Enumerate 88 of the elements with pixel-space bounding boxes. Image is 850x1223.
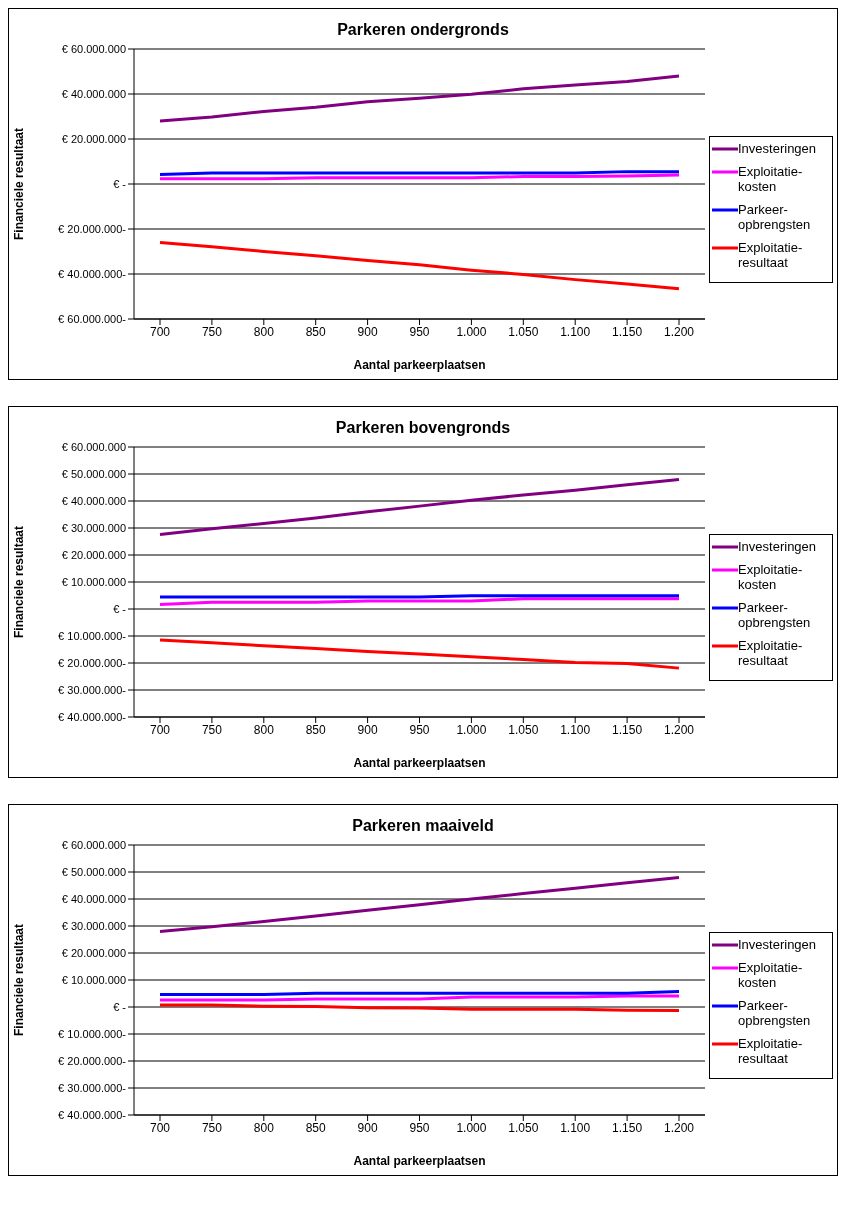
x-tick-label: 800 [253, 324, 275, 339]
x-tick-label: 1.050 [508, 722, 539, 737]
x-tick-label: 1.150 [612, 1120, 643, 1135]
legend-label: Parkeer-opbrengsten [738, 201, 811, 232]
x-tick-label: 1.000 [456, 1120, 487, 1135]
x-tick-label: 1.050 [508, 324, 539, 339]
legend-label: Exploitatie-resultaat [738, 239, 803, 270]
x-tick-label: 1.200 [663, 324, 695, 339]
chart-title: Parkeren bovengronds [334, 419, 512, 437]
line-series [158, 477, 681, 536]
y-tick-label: € 20.000.000 [61, 548, 126, 561]
x-tick-label: 850 [305, 722, 327, 737]
y-tick-label: € 30.000.000 [61, 919, 126, 932]
x-tick-label: 1.150 [612, 722, 643, 737]
line-series [158, 74, 681, 123]
x-tick-label: 1.150 [612, 324, 643, 339]
y-tick-label: € 20.000.000- [58, 1054, 127, 1067]
text: Exploitatie-kosten [738, 959, 803, 990]
x-tick-label: 900 [357, 324, 378, 339]
y-axis-title: Financiele resultaat [12, 525, 27, 639]
chart-title: Parkeren maaiveld [351, 817, 495, 835]
legend-label: Parkeer-opbrengsten [738, 599, 811, 630]
x-tick-label: 750 [201, 1120, 223, 1135]
y-tick-label: € 40.000.000 [61, 494, 126, 507]
y-tick-label: € 20.000.000 [61, 132, 126, 145]
y-tick-label: € 40.000.000- [58, 710, 127, 723]
x-tick-label: 1.200 [663, 1120, 695, 1135]
x-tick-label: 700 [149, 324, 171, 339]
y-tick-label: € 50.000.000 [61, 865, 126, 878]
text: Exploitatie-kosten [738, 561, 803, 592]
x-tick-label: 1.100 [560, 722, 591, 737]
y-tick-label: € 40.000.000- [58, 1108, 127, 1121]
y-tick-label: € 40.000.000 [61, 87, 126, 100]
y-tick-label: € 10.000.000 [61, 973, 126, 986]
y-tick-label: € 60.000.000 [61, 42, 126, 55]
x-tick-label: 700 [149, 1120, 171, 1135]
line-series [158, 638, 681, 670]
x-tick-label: 1.100 [560, 324, 591, 339]
x-tick-label: 1.000 [456, 722, 487, 737]
x-tick-label: 800 [253, 722, 275, 737]
legend-label: Investeringen [738, 140, 817, 156]
x-axis-title: Aantal parkeerplaatsen [353, 1154, 486, 1168]
y-axis-title: Financiele resultaat [12, 923, 27, 1037]
x-tick-label: 950 [409, 1120, 430, 1135]
legend-label: Parkeer-opbrengsten [738, 997, 811, 1028]
chart-title: Parkeren ondergronds [336, 21, 510, 39]
x-tick-label: 900 [357, 722, 378, 737]
y-tick-label: € 50.000.000 [61, 467, 126, 480]
y-tick-label: € 20.000.000- [58, 222, 127, 235]
y-tick-label: € 10.000.000- [58, 1027, 127, 1040]
y-tick-label: € 10.000.000 [61, 575, 126, 588]
y-tick-label: € 30.000.000 [61, 521, 126, 534]
x-tick-label: 1.000 [456, 324, 487, 339]
y-tick-label: € 10.000.000- [58, 629, 127, 642]
x-axis-title: Aantal parkeerplaatsen [353, 358, 486, 372]
x-tick-label: 1.200 [663, 722, 695, 737]
y-tick-label: € 30.000.000- [58, 683, 127, 696]
y-tick-label: € 40.000.000- [58, 267, 127, 280]
line-series [158, 875, 681, 933]
y-tick-label: € 60.000.000 [61, 838, 126, 851]
x-tick-label: 900 [357, 1120, 378, 1135]
y-axis-title: Financiele resultaat [12, 127, 27, 241]
y-tick-label: € 40.000.000 [61, 892, 126, 905]
legend-label: Exploitatie-resultaat [738, 637, 803, 668]
line-series [158, 241, 681, 291]
text: Exploitatie-kosten [738, 163, 803, 194]
legend-label: Investeringen [738, 936, 817, 952]
x-tick-label: 850 [305, 1120, 327, 1135]
x-tick-label: 700 [149, 722, 171, 737]
x-tick-label: 750 [201, 324, 223, 339]
y-tick-label: € - [113, 602, 127, 615]
x-tick-label: 800 [253, 1120, 275, 1135]
y-tick-label: € - [113, 177, 127, 190]
y-tick-label: € 20.000.000- [58, 656, 127, 669]
x-axis-title: Aantal parkeerplaatsen [353, 756, 486, 770]
x-tick-label: 1.050 [508, 1120, 539, 1135]
x-tick-label: 1.100 [560, 1120, 591, 1135]
x-tick-label: 750 [201, 722, 223, 737]
y-tick-label: € 20.000.000 [61, 946, 126, 959]
y-tick-label: € 60.000.000 [61, 440, 126, 453]
y-tick-label: € 30.000.000- [58, 1081, 127, 1094]
y-tick-label: € 60.000.000- [58, 312, 127, 325]
legend-label: Exploitatie-resultaat [738, 1035, 803, 1066]
y-tick-label: € - [113, 1000, 127, 1013]
legend-label: Investeringen [738, 538, 817, 554]
x-tick-label: 950 [409, 324, 430, 339]
x-tick-label: 850 [305, 324, 327, 339]
x-tick-label: 950 [409, 722, 430, 737]
